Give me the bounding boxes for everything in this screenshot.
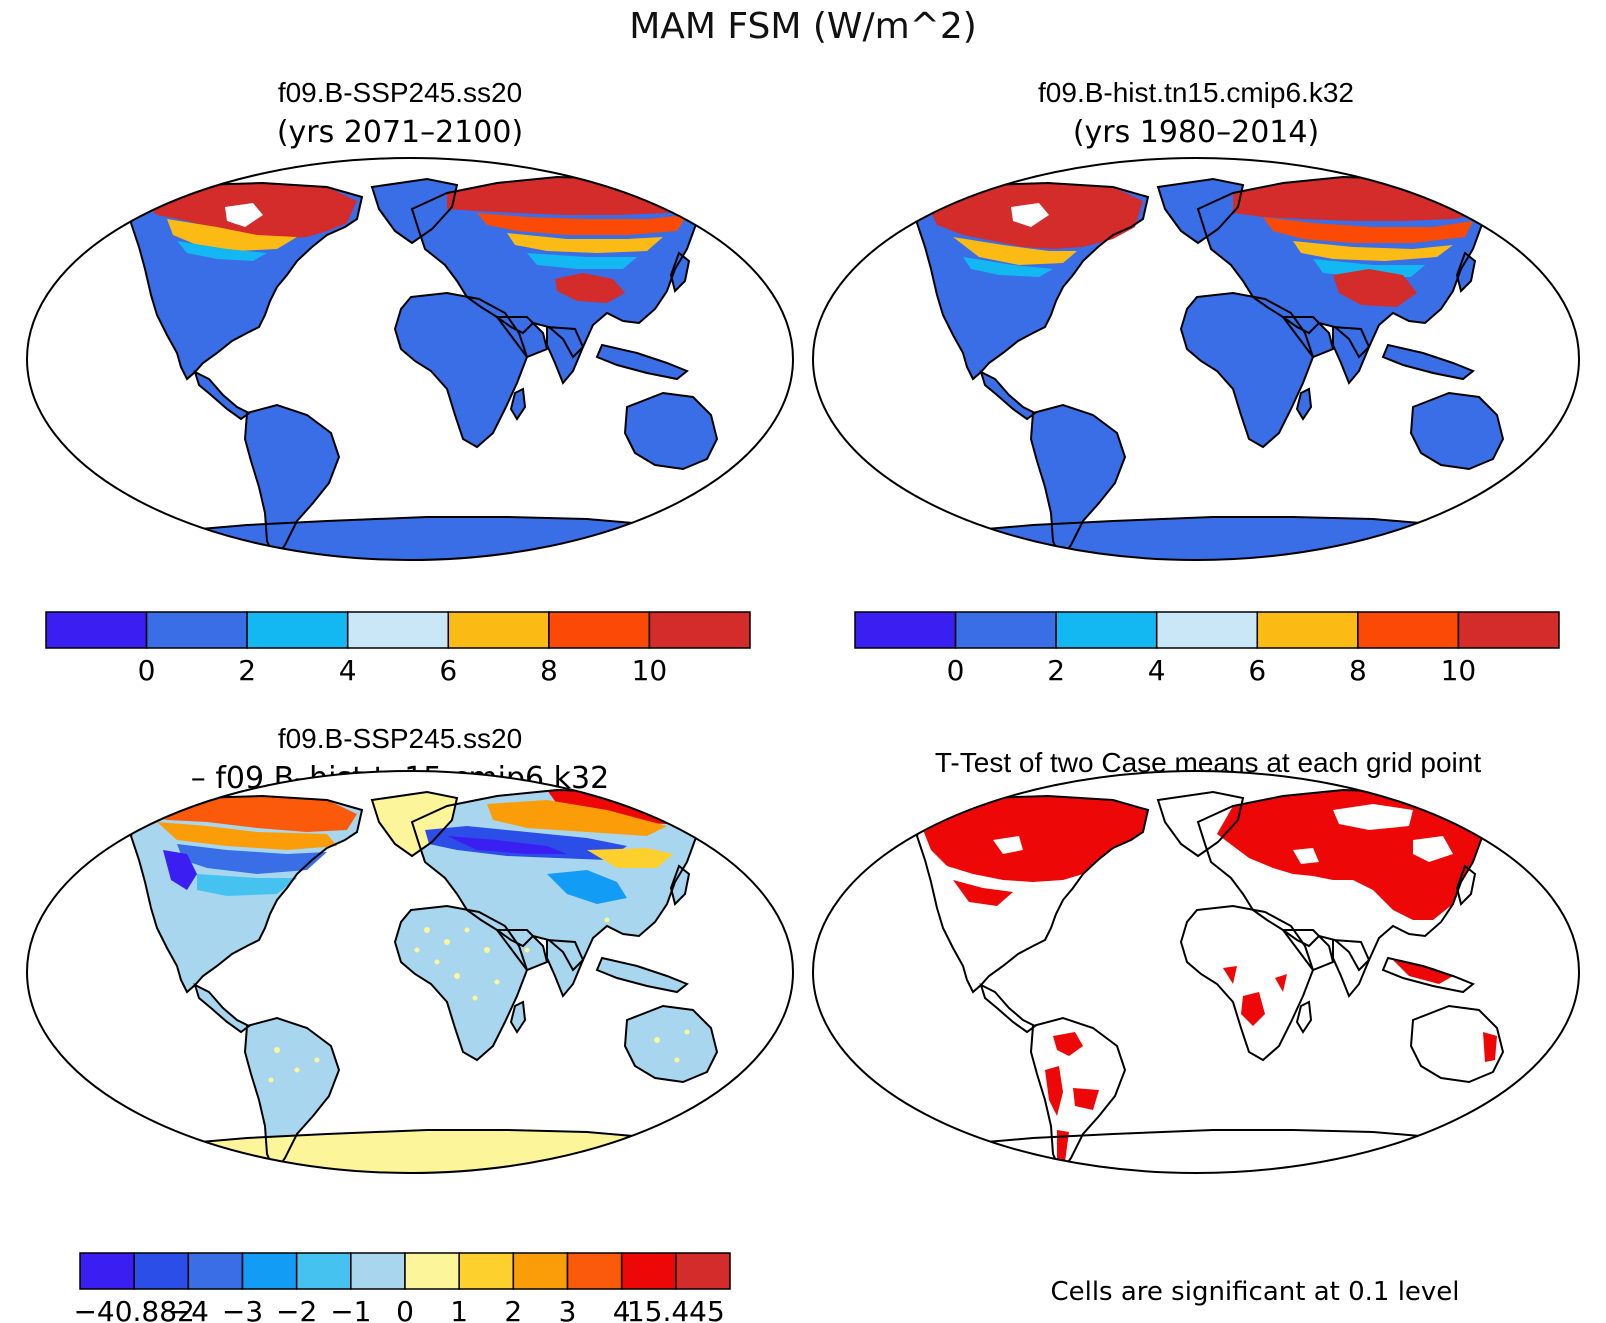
colorbar-tick-label: 4 <box>339 654 357 687</box>
colorbar-swatch <box>1457 611 1560 649</box>
colorbar-tick-label: −4 <box>168 1295 209 1323</box>
colorbar-swatch <box>566 1252 623 1290</box>
colorbar-tick-label: 10 <box>1441 654 1477 687</box>
colorbar-swatch <box>187 1252 244 1290</box>
map-border <box>812 770 1580 1174</box>
colorbar-tick-label: −40.882 <box>73 1295 194 1323</box>
panel-title: f09.B-hist.tn15.cmip6.k32 <box>1038 77 1354 108</box>
colorbar-swatch <box>458 1252 515 1290</box>
colorbar-swatch <box>548 611 651 649</box>
colorbar-tick-label: −3 <box>222 1295 263 1323</box>
colorbar-swatch <box>648 611 751 649</box>
significance-footer: Cells are significant at 0.1 level <box>1050 1277 1459 1307</box>
panel-control: f09.B-hist.tn15.cmip6.k32 (yrs 1980–2014… <box>812 77 1580 687</box>
panel-ttest: T-Test of two Case means at each grid po… <box>812 747 1580 1307</box>
colorbar-swatch <box>246 611 349 649</box>
colorbar-tick-label: 8 <box>540 654 558 687</box>
colorbar-tick-label: 4 <box>1148 654 1166 687</box>
colorbar-tick-label: 2 <box>238 654 256 687</box>
colorbar-tick-label: 3 <box>559 1295 577 1323</box>
colorbar-tick-label: 10 <box>632 654 668 687</box>
colorbar-swatch <box>79 1252 135 1290</box>
significance-overlay <box>923 790 1513 1164</box>
map-case <box>27 158 793 560</box>
colorbar-tick-label: 8 <box>1349 654 1367 687</box>
main-title: MAM FSM (W/m^2) <box>629 6 977 47</box>
colorbar-tick-label: 2 <box>1047 654 1065 687</box>
panel-difference: f09.B-SSP245.ss20 – f09.B–hist.tn15.cmip… <box>26 723 794 1323</box>
colorbar-swatch <box>512 1252 569 1290</box>
snow-overlay <box>139 177 727 303</box>
panel-title: f09.B-SSP245.ss20 <box>278 77 522 108</box>
map-difference <box>27 771 793 1173</box>
ttest-holes <box>993 804 1453 864</box>
colorbar-tick-label: 1 <box>450 1295 468 1323</box>
colorbar-tick-label: 0 <box>947 654 965 687</box>
colorbar-swatch <box>620 1252 677 1290</box>
colorbar-swatch <box>295 1252 352 1290</box>
colorbar-tick-label: 2 <box>504 1295 522 1323</box>
colorbar-tick-label: 0 <box>138 654 156 687</box>
colorbar-tick-label: −1 <box>330 1295 371 1323</box>
colorbar-swatch <box>1055 611 1158 649</box>
map-border <box>26 157 794 561</box>
colorbar-swatch <box>675 1252 731 1290</box>
colorbar-tick-label: 6 <box>1248 654 1266 687</box>
colorbar-tick-label: 0 <box>396 1295 414 1323</box>
colorbar-swatch <box>954 611 1057 649</box>
panel-subtitle: (yrs 1980–2014) <box>1073 115 1319 150</box>
colorbar-swatch <box>1256 611 1359 649</box>
colorbar-swatch <box>241 1252 298 1290</box>
map-control <box>813 158 1579 560</box>
colorbar-swatch <box>133 1252 190 1290</box>
colorbar-swatch <box>1155 611 1259 649</box>
colorbar-swatch <box>45 611 148 649</box>
map-border <box>26 770 794 1174</box>
colorbar-swatch <box>145 611 248 649</box>
colorbar-tick-label: 6 <box>439 654 457 687</box>
snow-overlay <box>925 177 1513 307</box>
colorbar-case: 0 2 4 6 8 10 <box>45 611 751 687</box>
colorbar-swatch <box>1357 611 1460 649</box>
panel-subtitle: (yrs 2071–2100) <box>277 115 523 150</box>
colorbar-difference: −40.882−4 −3 −2 −1 0 1 2 3 415.445 <box>73 1252 731 1323</box>
colorbar-control: 0 2 4 6 8 10 <box>854 611 1560 687</box>
colorbar-tick-label: 4 <box>613 1295 631 1323</box>
map-ttest <box>813 771 1579 1173</box>
colorbar-swatch <box>854 611 957 649</box>
panel-case: f09.B-SSP245.ss20 (yrs 2071–2100) <box>26 77 794 687</box>
map-border <box>812 157 1580 561</box>
colorbar-swatch <box>350 1252 406 1290</box>
colorbar-swatch <box>447 611 550 649</box>
colorbar-tick-label: 15.445 <box>627 1295 725 1323</box>
colorbar-tick-label: −2 <box>276 1295 317 1323</box>
colorbar-swatch <box>346 611 450 649</box>
colorbar-swatch <box>404 1252 460 1290</box>
panel-title: f09.B-SSP245.ss20 <box>278 723 522 754</box>
